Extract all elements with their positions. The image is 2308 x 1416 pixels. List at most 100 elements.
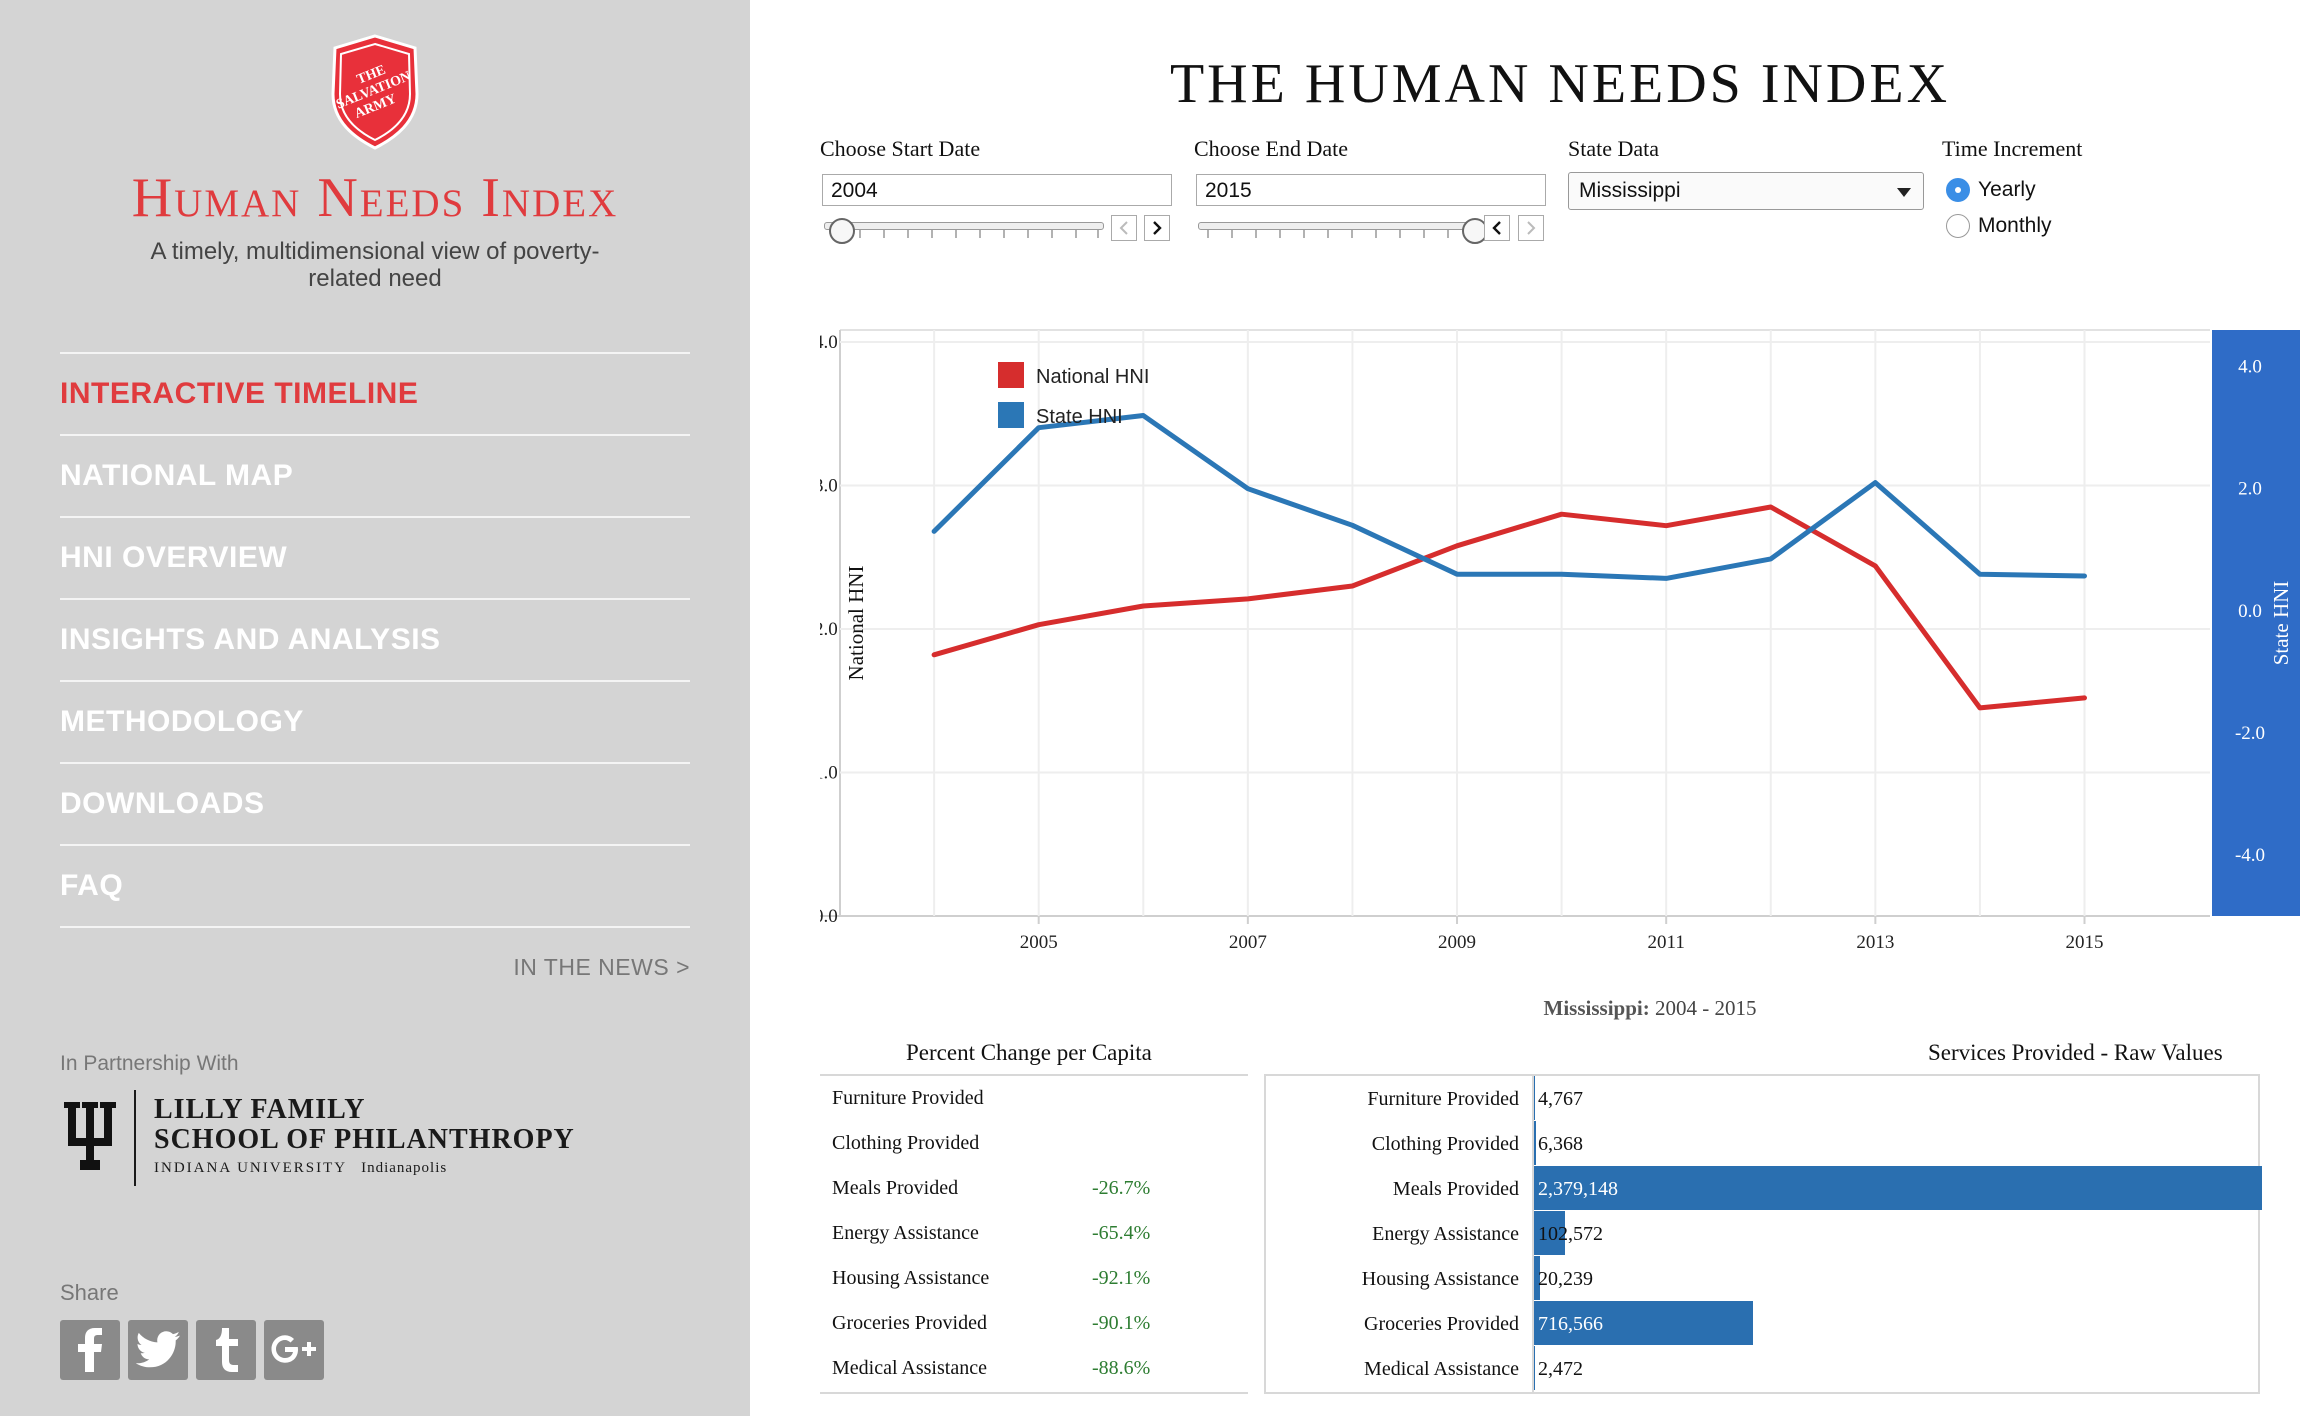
svc-bar-energy[interactable] xyxy=(1534,1211,1565,1255)
lilly-line-2: SCHOOL OF PHILANTHROPY xyxy=(154,1124,575,1155)
table-row[interactable]: Furniture Provided 4,767 xyxy=(1264,1076,2262,1121)
in-the-news-link[interactable]: IN THE NEWS > xyxy=(513,954,690,980)
y-tick-label: 1.0 xyxy=(820,763,838,784)
start-date-slider-thumb[interactable] xyxy=(829,218,855,244)
svc-bar-medical[interactable] xyxy=(1534,1346,1535,1390)
percent-change-table: Furniture Provided Clothing Provided Mea… xyxy=(820,1076,1248,1391)
state-select[interactable]: Mississippi xyxy=(1568,172,1924,210)
y-tick-label: 0.0 xyxy=(820,906,838,927)
google-plus-icon xyxy=(271,1335,316,1363)
y2-axis-title: State HNI xyxy=(2269,581,2293,666)
services-table-left-rule xyxy=(1264,1074,1266,1394)
svc-name-energy: Energy Assistance xyxy=(1372,1223,1519,1245)
radio-monthly[interactable]: Monthly xyxy=(1946,214,2052,238)
radio-monthly-label: Monthly xyxy=(1978,214,2052,237)
nav-interactive-timeline[interactable]: INTERACTIVE TIMELINE xyxy=(60,352,690,434)
services-title: Services Provided - Raw Values xyxy=(1928,1040,2223,1065)
pct-value-groceries: -90.1% xyxy=(1092,1312,1151,1334)
svc-bar-furniture[interactable] xyxy=(1534,1076,1535,1120)
services-name-divider xyxy=(1532,1074,1534,1394)
svc-name-housing: Housing Assistance xyxy=(1361,1268,1519,1290)
dropdown-arrow-icon xyxy=(1897,188,1911,197)
radio-monthly-circle[interactable] xyxy=(1946,214,1970,238)
start-date-prev-button[interactable] xyxy=(1111,215,1137,241)
pct-name-medical: Medical Assistance xyxy=(832,1357,987,1379)
legend-swatch-state-hni xyxy=(998,402,1024,428)
brand-title: Human Needs Index xyxy=(131,167,619,229)
svc-name-medical: Medical Assistance xyxy=(1364,1358,1519,1380)
svc-name-groceries: Groceries Provided xyxy=(1364,1313,1519,1335)
y-tick-label: 2.0 xyxy=(820,619,838,640)
x-tick-label: 2011 xyxy=(1648,932,1685,953)
state-hni-line xyxy=(931,413,2087,581)
services-table: Furniture Provided 4,767 Clothing Provide… xyxy=(1264,1076,2262,1391)
svc-bar-housing[interactable] xyxy=(1534,1256,1540,1300)
google-plus-share-button[interactable] xyxy=(264,1320,324,1380)
right-axis-band xyxy=(2212,330,2300,916)
y2-tick-label: -4.0 xyxy=(2235,845,2265,866)
salvation-army-logo[interactable]: THE SALVATION ARMY xyxy=(325,34,425,150)
svc-bar-groceries[interactable] xyxy=(1534,1301,1753,1345)
state-data-label: State Data xyxy=(1568,136,1660,161)
subtitle-state: Mississippi: xyxy=(1543,996,1650,1020)
nav-national-map[interactable]: NATIONAL MAP xyxy=(60,434,690,516)
lilly-school-logo[interactable]: LILLY FAMILY SCHOOL OF PHILANTHROPY INDI… xyxy=(60,1090,620,1186)
table-row[interactable]: Medical Assistance 2,472 xyxy=(1264,1346,2262,1391)
subtitle-range: 2004 - 2015 xyxy=(1654,996,1757,1020)
radio-yearly[interactable]: Yearly xyxy=(1946,178,2036,202)
table-row: Furniture Provided xyxy=(820,1076,1248,1121)
services-table-bottom-rule xyxy=(1264,1392,2260,1394)
end-date-slider-ticks xyxy=(1207,230,1449,238)
nav-methodology[interactable]: METHODOLOGY xyxy=(60,680,690,762)
table-row[interactable]: Clothing Provided 6,368 xyxy=(1264,1121,2262,1166)
nav-faq[interactable]: FAQ xyxy=(60,844,690,928)
y2-tick-label: -2.0 xyxy=(2235,723,2265,744)
share-label: Share xyxy=(60,1280,119,1305)
svc-name-clothing: Clothing Provided xyxy=(1371,1133,1519,1155)
state-select-value: Mississippi xyxy=(1579,179,1681,202)
services-table-right-rule xyxy=(2258,1074,2260,1394)
radio-yearly-label: Yearly xyxy=(1978,178,2036,201)
nav-downloads[interactable]: DOWNLOADS xyxy=(60,762,690,844)
svc-bar-meals[interactable] xyxy=(1534,1166,2262,1210)
hni-line-chart[interactable]: 0.0 1.0 2.0 3.0 4.0 2005 2007 2009 2011 2013 2015 N… xyxy=(820,320,2300,960)
y2-tick-label: 0.0 xyxy=(2238,601,2262,622)
pct-name-energy: Energy Assistance xyxy=(832,1222,979,1244)
indiana-university-trident-icon xyxy=(64,1102,116,1170)
x-tick-label: 2013 xyxy=(1856,932,1894,953)
nav-hni-overview[interactable]: HNI OVERVIEW xyxy=(60,516,690,598)
table-row[interactable]: Groceries Provided 716,566 xyxy=(1264,1301,2262,1346)
end-date-next-button[interactable] xyxy=(1518,215,1544,241)
table-row[interactable]: Energy Assistance 102,572 xyxy=(1264,1211,2262,1256)
start-date-input[interactable]: 2004 xyxy=(822,174,1172,206)
table-row[interactable]: Housing Assistance 20,239 xyxy=(1264,1256,2262,1301)
chevron-right-icon xyxy=(1153,221,1162,235)
percent-change-title: Percent Change per Capita xyxy=(906,1040,1152,1065)
lilly-line-3: INDIANA UNIVERSITY Indianapolis xyxy=(154,1160,447,1177)
nav-insights-and-analysis[interactable]: INSIGHTS AND ANALYSIS xyxy=(60,598,690,680)
chevron-left-icon xyxy=(1492,221,1501,235)
start-date-label: Choose Start Date xyxy=(820,136,981,161)
start-date-slider-track[interactable] xyxy=(824,222,1104,230)
national-hni-line xyxy=(931,504,2087,711)
tumblr-share-button[interactable] xyxy=(196,1320,256,1380)
start-date-slider-ticks xyxy=(835,230,1099,238)
start-date-next-button[interactable] xyxy=(1144,215,1170,241)
x-tick-label: 2009 xyxy=(1438,932,1476,953)
x-tick-label: 2015 xyxy=(2066,932,2104,953)
radio-yearly-circle[interactable] xyxy=(1946,178,1970,202)
end-date-input[interactable]: 2015 xyxy=(1196,174,1546,206)
svc-value-energy: 102,572 xyxy=(1538,1223,1603,1245)
legend-label-national-hni: National HNI xyxy=(1036,366,1149,388)
table-row: Energy Assistance -65.4% xyxy=(820,1211,1248,1256)
y2-tick-label: 4.0 xyxy=(2238,357,2262,378)
twitter-share-button[interactable] xyxy=(128,1320,188,1380)
facebook-share-button[interactable] xyxy=(60,1320,120,1380)
end-date-prev-button[interactable] xyxy=(1484,215,1510,241)
end-date-label: Choose End Date xyxy=(1194,136,1348,161)
table-row[interactable]: Meals Provided 2,379,148 xyxy=(1264,1166,2262,1211)
table-row: Housing Assistance -92.1% xyxy=(820,1256,1248,1301)
share-buttons xyxy=(60,1320,324,1380)
svc-bar-clothing[interactable] xyxy=(1534,1121,1536,1165)
table-row: Clothing Provided xyxy=(820,1121,1248,1166)
